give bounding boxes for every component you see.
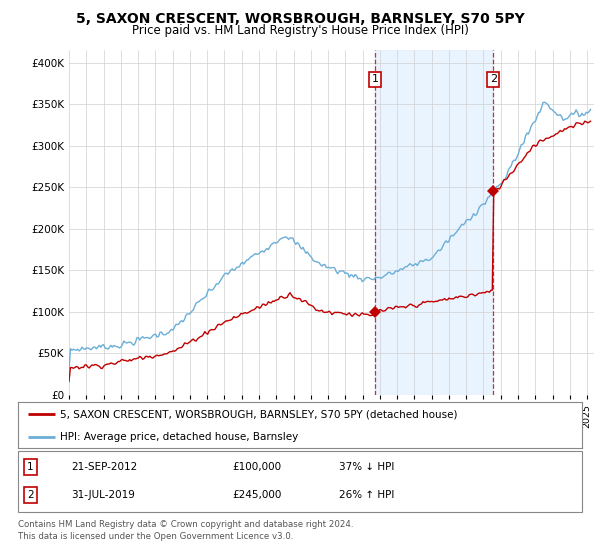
Text: This data is licensed under the Open Government Licence v3.0.: This data is licensed under the Open Gov… (18, 532, 293, 541)
Text: £245,000: £245,000 (232, 490, 281, 500)
Text: 2: 2 (490, 74, 497, 85)
Text: £100,000: £100,000 (232, 462, 281, 472)
Bar (375, 50, 493, 395)
Text: 21-SEP-2012: 21-SEP-2012 (71, 462, 138, 472)
Text: 5, SAXON CRESCENT, WORSBROUGH, BARNSLEY, S70 5PY (detached house): 5, SAXON CRESCENT, WORSBROUGH, BARNSLEY,… (60, 409, 458, 419)
Text: 1: 1 (371, 74, 379, 85)
Text: 31-JUL-2019: 31-JUL-2019 (71, 490, 136, 500)
Text: 5, SAXON CRESCENT, WORSBROUGH, BARNSLEY, S70 5PY: 5, SAXON CRESCENT, WORSBROUGH, BARNSLEY,… (76, 12, 524, 26)
Text: Price paid vs. HM Land Registry's House Price Index (HPI): Price paid vs. HM Land Registry's House … (131, 24, 469, 37)
Text: 2: 2 (27, 490, 34, 500)
Text: Contains HM Land Registry data © Crown copyright and database right 2024.: Contains HM Land Registry data © Crown c… (18, 520, 353, 529)
Text: 26% ↑ HPI: 26% ↑ HPI (340, 490, 395, 500)
Text: 1: 1 (27, 462, 34, 472)
Text: 37% ↓ HPI: 37% ↓ HPI (340, 462, 395, 472)
Text: HPI: Average price, detached house, Barnsley: HPI: Average price, detached house, Barn… (60, 432, 299, 441)
